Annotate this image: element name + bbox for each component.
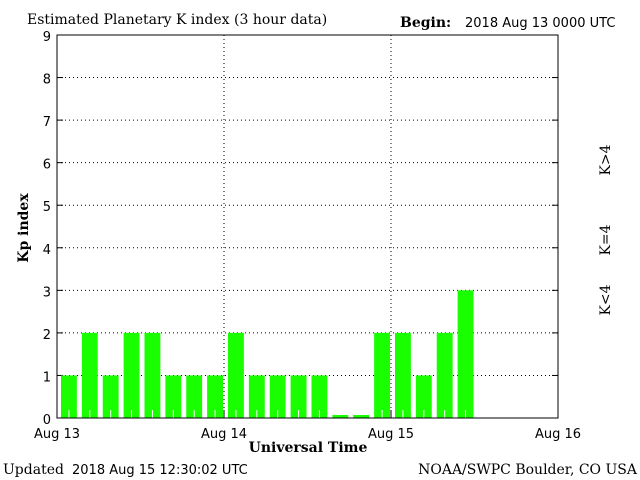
x-tick-labels: Aug 13 Aug 14 Aug 15 Aug 16	[34, 427, 581, 442]
legend-item: K<4	[598, 284, 614, 315]
y-tick-label: 1	[43, 370, 51, 385]
kp-bar	[353, 415, 370, 418]
kp-bar	[290, 375, 307, 418]
bars	[61, 290, 474, 418]
legend-item: K=4	[598, 224, 614, 255]
kp-bar	[123, 332, 140, 418]
x-tick-label: Aug 16	[535, 427, 581, 442]
y-tick-label: 4	[43, 243, 51, 258]
begin-label: Begin:	[400, 15, 451, 31]
y-tick-labels: 0 1 2 3 4 5 6 7 8 9	[43, 30, 51, 428]
x-axis-label: Universal Time	[249, 440, 368, 456]
y-tick-label: 0	[43, 413, 51, 428]
y-tick-label: 7	[43, 115, 51, 130]
kp-bar	[81, 332, 98, 418]
y-axis-label: Kp index	[16, 193, 32, 263]
y-tick-label: 8	[43, 73, 51, 88]
kp-bar	[395, 332, 411, 418]
x-tick-label: Aug 13	[34, 427, 80, 442]
source-credit: NOAA/SWPC Boulder, CO USA	[418, 462, 638, 478]
y-tick-label: 5	[43, 200, 51, 215]
begin-value: 2018 Aug 13 0000 UTC	[465, 16, 615, 31]
y-tick-label: 9	[43, 30, 51, 45]
chart-title: Estimated Planetary K index (3 hour data…	[27, 12, 327, 28]
updated-value: 2018 Aug 15 12:30:02 UTC	[72, 463, 248, 478]
x-tick-label: Aug 15	[368, 427, 414, 442]
kp-bar	[61, 375, 77, 418]
kp-bar	[207, 375, 223, 418]
kp-bar	[228, 332, 244, 418]
kp-bar	[457, 290, 474, 418]
grid-lines	[56, 34, 559, 419]
x-tick-label: Aug 14	[201, 427, 247, 442]
kp-bar	[311, 375, 328, 418]
kp-bar	[269, 375, 286, 418]
legend-item: K>4	[598, 144, 614, 175]
y-tick-label: 6	[43, 158, 51, 173]
y-tick-label: 2	[43, 328, 51, 343]
kp-bar	[374, 332, 390, 418]
kp-bar	[144, 332, 161, 418]
kp-bar	[436, 332, 453, 418]
kp-bar	[415, 375, 432, 418]
plot-frame	[56, 34, 559, 419]
kp-bar	[332, 415, 349, 418]
legend: K<4 K=4 K>4	[598, 144, 614, 315]
y-tick-label: 3	[43, 285, 51, 300]
kp-bar	[102, 375, 119, 418]
kp-bar	[186, 375, 203, 418]
kp-bar	[165, 375, 182, 418]
kp-bar	[248, 375, 265, 418]
updated-label: Updated	[3, 462, 64, 478]
